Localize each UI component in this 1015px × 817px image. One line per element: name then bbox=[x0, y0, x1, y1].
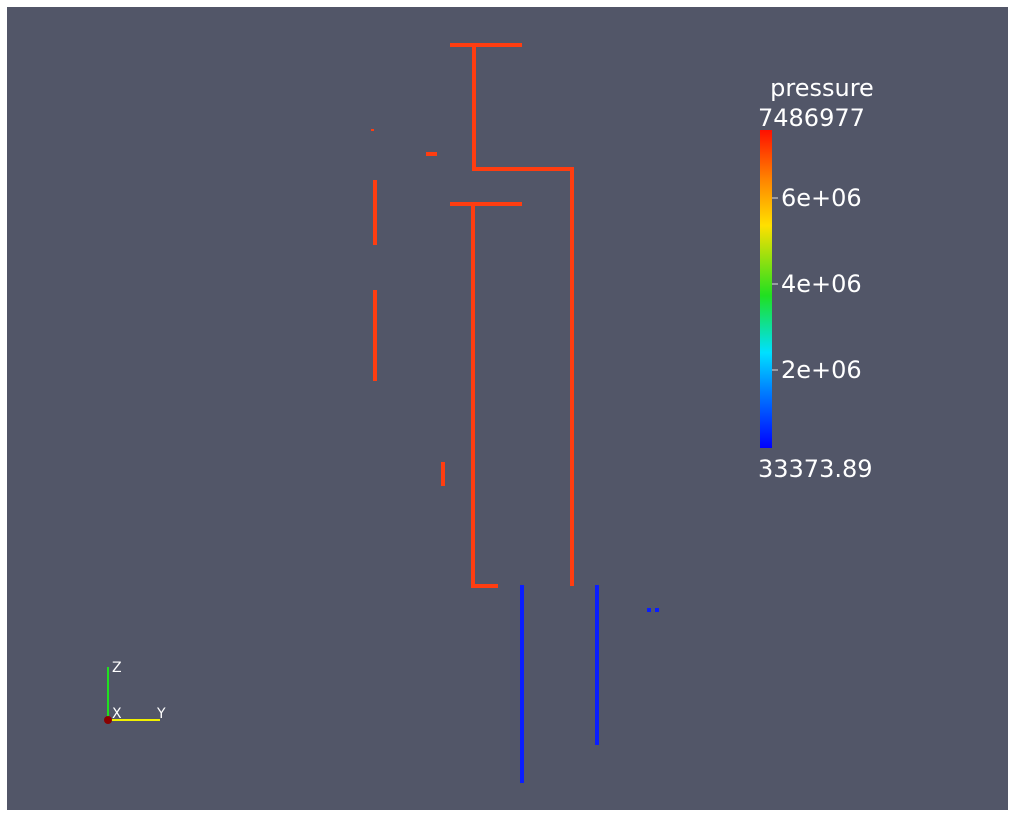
axis-label-x: X bbox=[112, 706, 122, 722]
axis-label-y: Y bbox=[156, 706, 166, 722]
render-background bbox=[7, 7, 1008, 810]
pipes-high bbox=[371, 43, 574, 588]
color-bar-max: 7486977 bbox=[758, 104, 865, 132]
color-bar-title: pressure bbox=[770, 74, 874, 102]
color-bar bbox=[760, 130, 772, 448]
color-bar-tick-label: 6e+06 bbox=[781, 184, 862, 212]
color-bar-tick-label: 4e+06 bbox=[781, 270, 862, 298]
pipes-low bbox=[520, 585, 659, 783]
axis-label-z: Z bbox=[112, 660, 122, 676]
color-bar-min: 33373.89 bbox=[758, 455, 873, 483]
orientation-axes bbox=[104, 667, 160, 724]
color-bar-tick-label: 2e+06 bbox=[781, 356, 862, 384]
color-bar-ticks bbox=[772, 197, 778, 371]
